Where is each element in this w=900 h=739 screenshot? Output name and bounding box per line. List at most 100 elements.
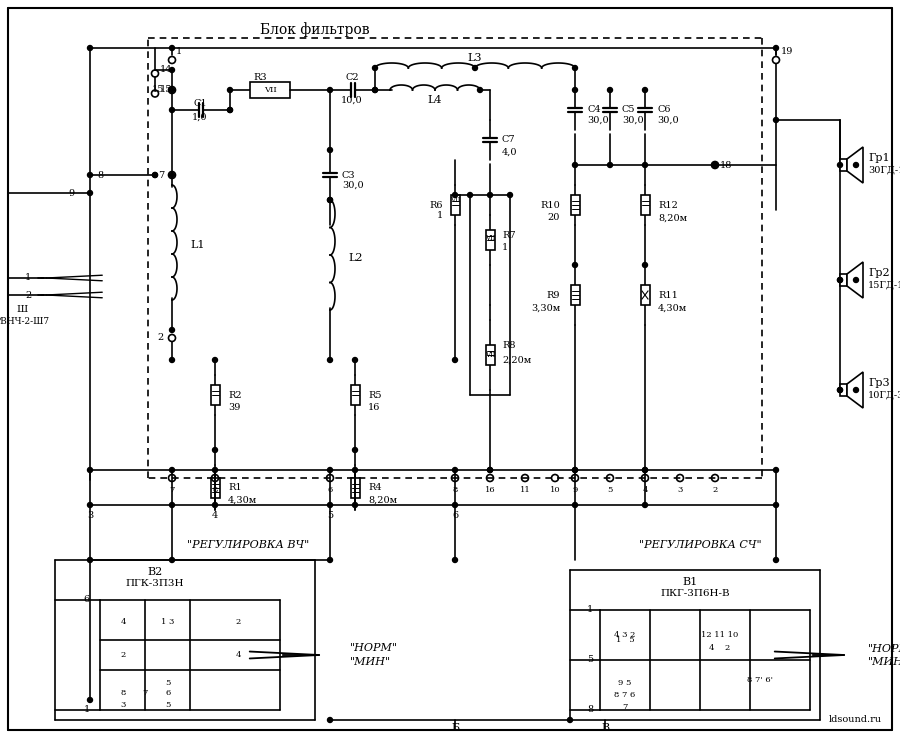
Text: 1: 1 — [176, 47, 182, 56]
Text: 8,20м: 8,20м — [368, 496, 397, 505]
Text: ПГК-3П3Н: ПГК-3П3Н — [126, 579, 184, 588]
Text: 4    2: 4 2 — [709, 644, 731, 652]
Circle shape — [453, 192, 457, 197]
Text: 5: 5 — [327, 511, 333, 520]
Text: R9: R9 — [546, 290, 560, 299]
Circle shape — [152, 172, 158, 177]
Text: 1: 1 — [587, 605, 593, 615]
Text: L2: L2 — [348, 253, 363, 263]
Text: 1   5: 1 5 — [616, 636, 634, 644]
Circle shape — [212, 468, 218, 472]
Text: 3: 3 — [678, 486, 683, 494]
Text: 9: 9 — [572, 486, 578, 494]
Polygon shape — [847, 262, 863, 298]
Bar — [211, 477, 220, 497]
Circle shape — [87, 503, 93, 508]
Text: 10,0: 10,0 — [341, 95, 363, 104]
Text: C4: C4 — [587, 106, 600, 115]
Text: 6: 6 — [452, 511, 458, 520]
Text: 4 3 2: 4 3 2 — [615, 631, 635, 639]
Circle shape — [478, 87, 482, 92]
Bar — [350, 477, 359, 497]
Text: 16: 16 — [368, 403, 381, 412]
Circle shape — [488, 192, 492, 197]
Text: C3: C3 — [342, 171, 356, 180]
Text: "РЕГУЛИРОВКА СЧ": "РЕГУЛИРОВКА СЧ" — [639, 540, 761, 550]
Polygon shape — [847, 147, 863, 183]
Circle shape — [328, 503, 332, 508]
Text: "МИН": "МИН" — [350, 657, 392, 667]
Text: C1: C1 — [194, 98, 207, 107]
Text: В2: В2 — [148, 567, 163, 577]
Circle shape — [328, 148, 332, 152]
Text: R3: R3 — [253, 73, 266, 82]
Text: 6: 6 — [328, 486, 333, 494]
Text: 7: 7 — [169, 486, 175, 494]
Circle shape — [169, 46, 175, 50]
Bar — [571, 285, 580, 305]
Text: 5: 5 — [166, 701, 171, 709]
Circle shape — [328, 87, 332, 92]
Text: 4: 4 — [235, 651, 241, 659]
Text: R5: R5 — [368, 390, 382, 400]
Text: R6: R6 — [429, 200, 443, 209]
Text: 5: 5 — [166, 679, 171, 687]
Text: 3: 3 — [121, 701, 126, 709]
Circle shape — [643, 468, 647, 472]
Text: Б: Б — [451, 723, 459, 733]
Circle shape — [87, 172, 93, 177]
Text: 30,0: 30,0 — [622, 115, 644, 124]
Text: 1 3: 1 3 — [161, 618, 175, 626]
Text: 7: 7 — [142, 689, 148, 697]
Circle shape — [572, 66, 578, 70]
Text: 11: 11 — [519, 486, 530, 494]
Text: 8: 8 — [453, 486, 458, 494]
Circle shape — [87, 698, 93, 703]
Circle shape — [169, 67, 175, 72]
Bar — [840, 159, 847, 171]
Circle shape — [87, 557, 93, 562]
Circle shape — [169, 557, 175, 562]
Text: 1,0: 1,0 — [193, 112, 208, 121]
Text: Гр2: Гр2 — [868, 268, 889, 278]
Text: 2,20м: 2,20м — [502, 355, 531, 364]
Circle shape — [643, 163, 647, 168]
Text: 1: 1 — [84, 706, 90, 715]
Text: VII: VII — [485, 351, 495, 359]
Text: 39: 39 — [228, 403, 240, 412]
Text: 1: 1 — [25, 273, 32, 282]
Text: РВНЧ-2-Ш7: РВНЧ-2-Ш7 — [0, 318, 50, 327]
Text: 30,0: 30,0 — [587, 115, 608, 124]
Text: 20: 20 — [547, 214, 560, 222]
Text: VII: VII — [264, 86, 276, 94]
Text: 5: 5 — [608, 486, 613, 494]
Text: 8,20м: 8,20м — [658, 214, 687, 222]
Text: 10ГД-35-3000: 10ГД-35-3000 — [868, 390, 900, 400]
Text: В: В — [601, 723, 609, 733]
Text: C5: C5 — [622, 106, 635, 115]
Circle shape — [87, 46, 93, 50]
Circle shape — [608, 163, 613, 168]
Text: R4: R4 — [368, 483, 382, 492]
Text: 5: 5 — [587, 655, 593, 664]
Circle shape — [643, 262, 647, 268]
Text: 1: 1 — [436, 211, 443, 219]
Text: L1: L1 — [190, 240, 204, 250]
Text: "НОРМ,": "НОРМ," — [868, 643, 900, 653]
Circle shape — [453, 358, 457, 363]
Circle shape — [152, 172, 158, 177]
Circle shape — [353, 468, 357, 472]
Text: 19: 19 — [781, 47, 794, 56]
Text: 2: 2 — [121, 651, 126, 659]
Text: 15: 15 — [151, 86, 164, 95]
Circle shape — [467, 192, 472, 197]
Circle shape — [212, 448, 218, 452]
Circle shape — [488, 468, 492, 472]
Circle shape — [572, 468, 578, 472]
Bar — [211, 385, 220, 405]
Bar — [350, 385, 359, 405]
Text: R7: R7 — [502, 231, 516, 239]
Circle shape — [838, 278, 842, 282]
Text: 8: 8 — [121, 689, 126, 697]
Circle shape — [228, 87, 232, 92]
